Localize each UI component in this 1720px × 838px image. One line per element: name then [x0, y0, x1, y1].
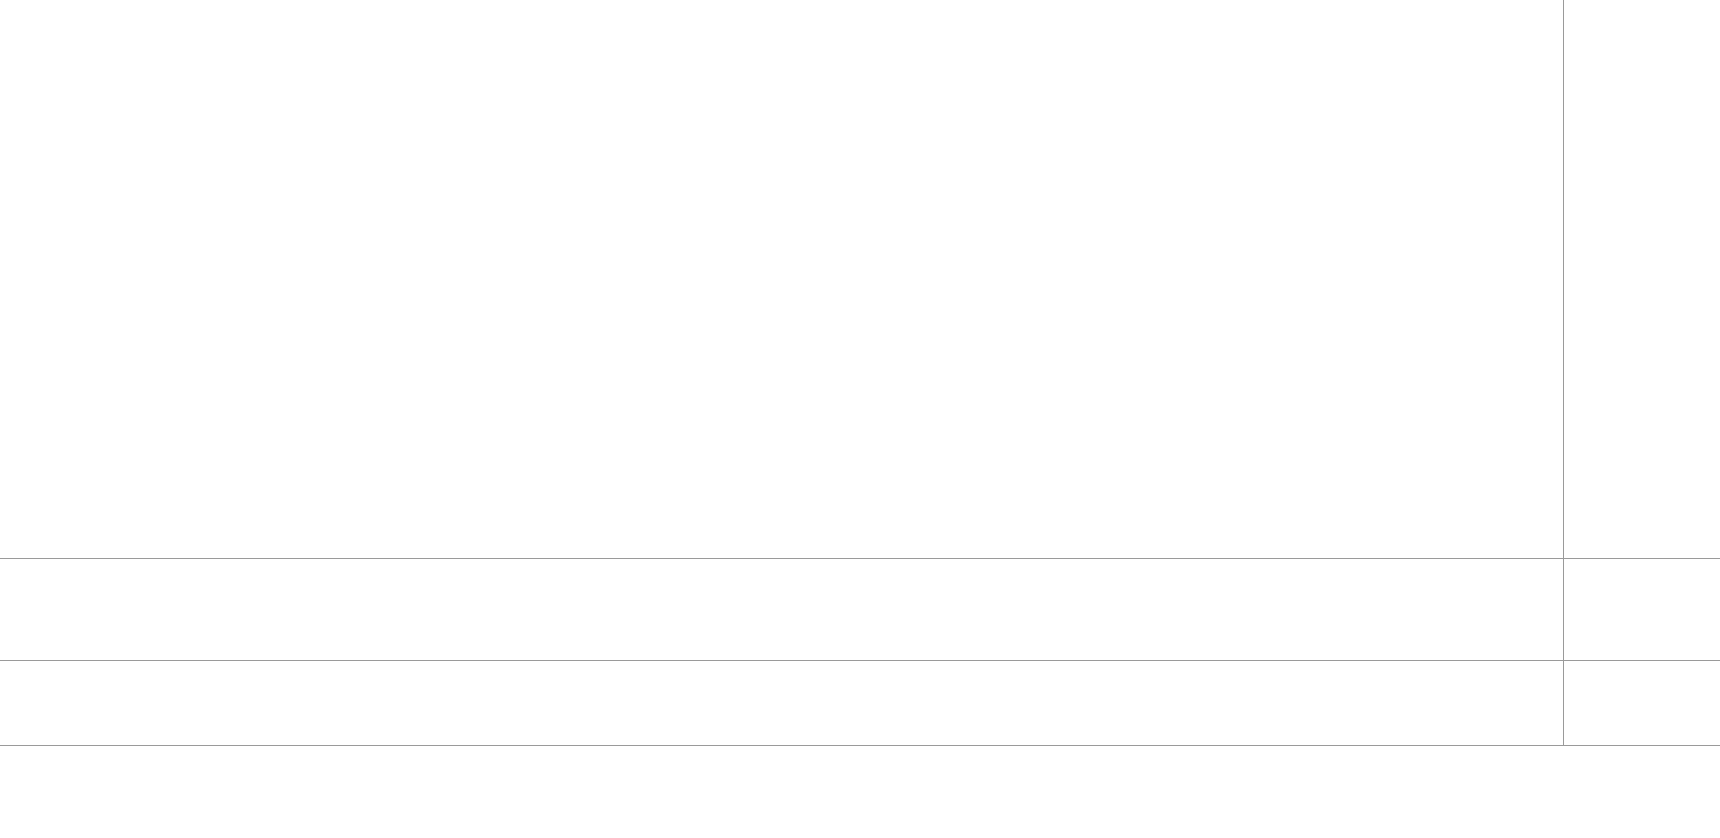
panel-separator-main-macd[interactable]	[0, 558, 1720, 559]
time-axis[interactable]	[0, 746, 1720, 770]
rsi-label	[6, 664, 18, 676]
main-chart-canvas[interactable]	[0, 0, 1563, 558]
panel-separator-macd-rsi[interactable]	[0, 660, 1720, 661]
price-axis-separator	[1563, 0, 1564, 746]
panel-separator-rsi-time	[0, 745, 1720, 746]
rsi-indicator-canvas[interactable]	[0, 661, 1563, 745]
price-axis[interactable]	[1563, 0, 1720, 746]
symbol-ohlc-header	[6, 5, 42, 17]
macd-label	[6, 562, 24, 574]
macd-indicator-canvas[interactable]	[0, 559, 1563, 660]
